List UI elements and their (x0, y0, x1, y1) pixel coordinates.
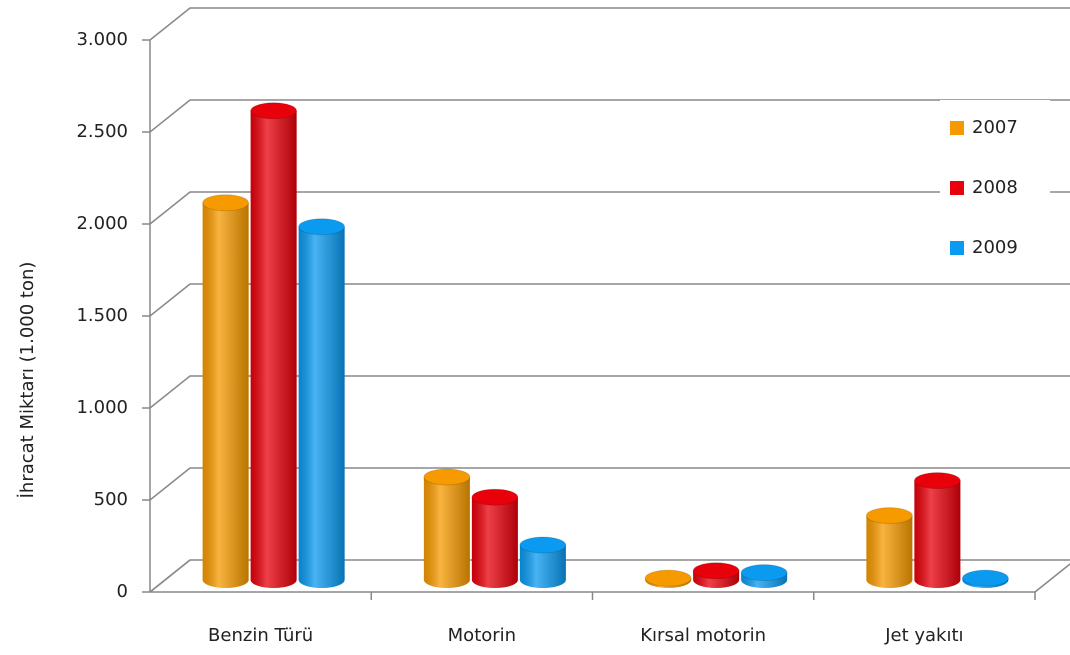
y-axis-label: İhracat Miktarı (1.000 ton) (17, 262, 38, 499)
y-tick-label: 1.500 (76, 305, 128, 326)
grid-line (149, 283, 1070, 317)
bar (519, 536, 567, 588)
bar-top (644, 569, 692, 587)
bar-shade (202, 202, 249, 589)
grid-line (149, 191, 1070, 225)
bar (202, 194, 250, 589)
bar (423, 468, 471, 588)
legend-label: 2007 (972, 117, 1018, 138)
y-tick-label: 0 (117, 581, 128, 602)
bar-shade (471, 497, 518, 588)
bar-shade (250, 110, 297, 589)
bar (865, 507, 913, 588)
bar-shade (423, 476, 470, 588)
bar-top (961, 569, 1009, 587)
bar (298, 218, 346, 588)
bar-shade (298, 226, 345, 588)
bar-shade (519, 545, 566, 588)
bar (961, 569, 1009, 588)
bar-top (250, 102, 298, 120)
y-tick-label: 500 (94, 489, 128, 510)
bar-shade (866, 515, 913, 588)
bar (471, 488, 519, 588)
grid-line (149, 467, 1070, 501)
bar (913, 472, 961, 588)
legend-swatch (950, 181, 964, 195)
bar (692, 562, 740, 588)
y-tick-label: 3.000 (76, 29, 128, 50)
grid-line (149, 99, 1070, 133)
bar (250, 102, 298, 589)
legend-swatch (950, 241, 964, 255)
bar-top (202, 194, 250, 212)
bar (740, 564, 788, 588)
x-tick-label: Jet yakıtı (884, 625, 963, 646)
bar-top (423, 468, 471, 486)
bar-top (471, 488, 519, 506)
legend-label: 2009 (972, 237, 1018, 258)
legend-swatch (950, 121, 964, 135)
floor-edge (1034, 563, 1070, 593)
y-tick-label: 1.000 (76, 397, 128, 418)
bar-top (298, 218, 346, 236)
y-tick-label: 2.000 (76, 213, 128, 234)
legend-label: 2008 (972, 177, 1018, 198)
bar-top (519, 536, 567, 554)
bar (644, 569, 692, 588)
bar-top (692, 562, 740, 580)
x-tick-label: Motorin (448, 625, 516, 646)
x-tick-label: Kırsal motorin (640, 625, 766, 646)
grid-line (149, 375, 1070, 409)
grid-line (149, 559, 1070, 593)
grid-line (149, 7, 1070, 41)
x-tick-label: Benzin Türü (208, 625, 313, 646)
bar-top (913, 472, 961, 490)
y-tick-label: 2.500 (76, 121, 128, 142)
bar-top (865, 507, 913, 525)
bar-top (740, 564, 788, 582)
bar-shade (914, 480, 961, 588)
